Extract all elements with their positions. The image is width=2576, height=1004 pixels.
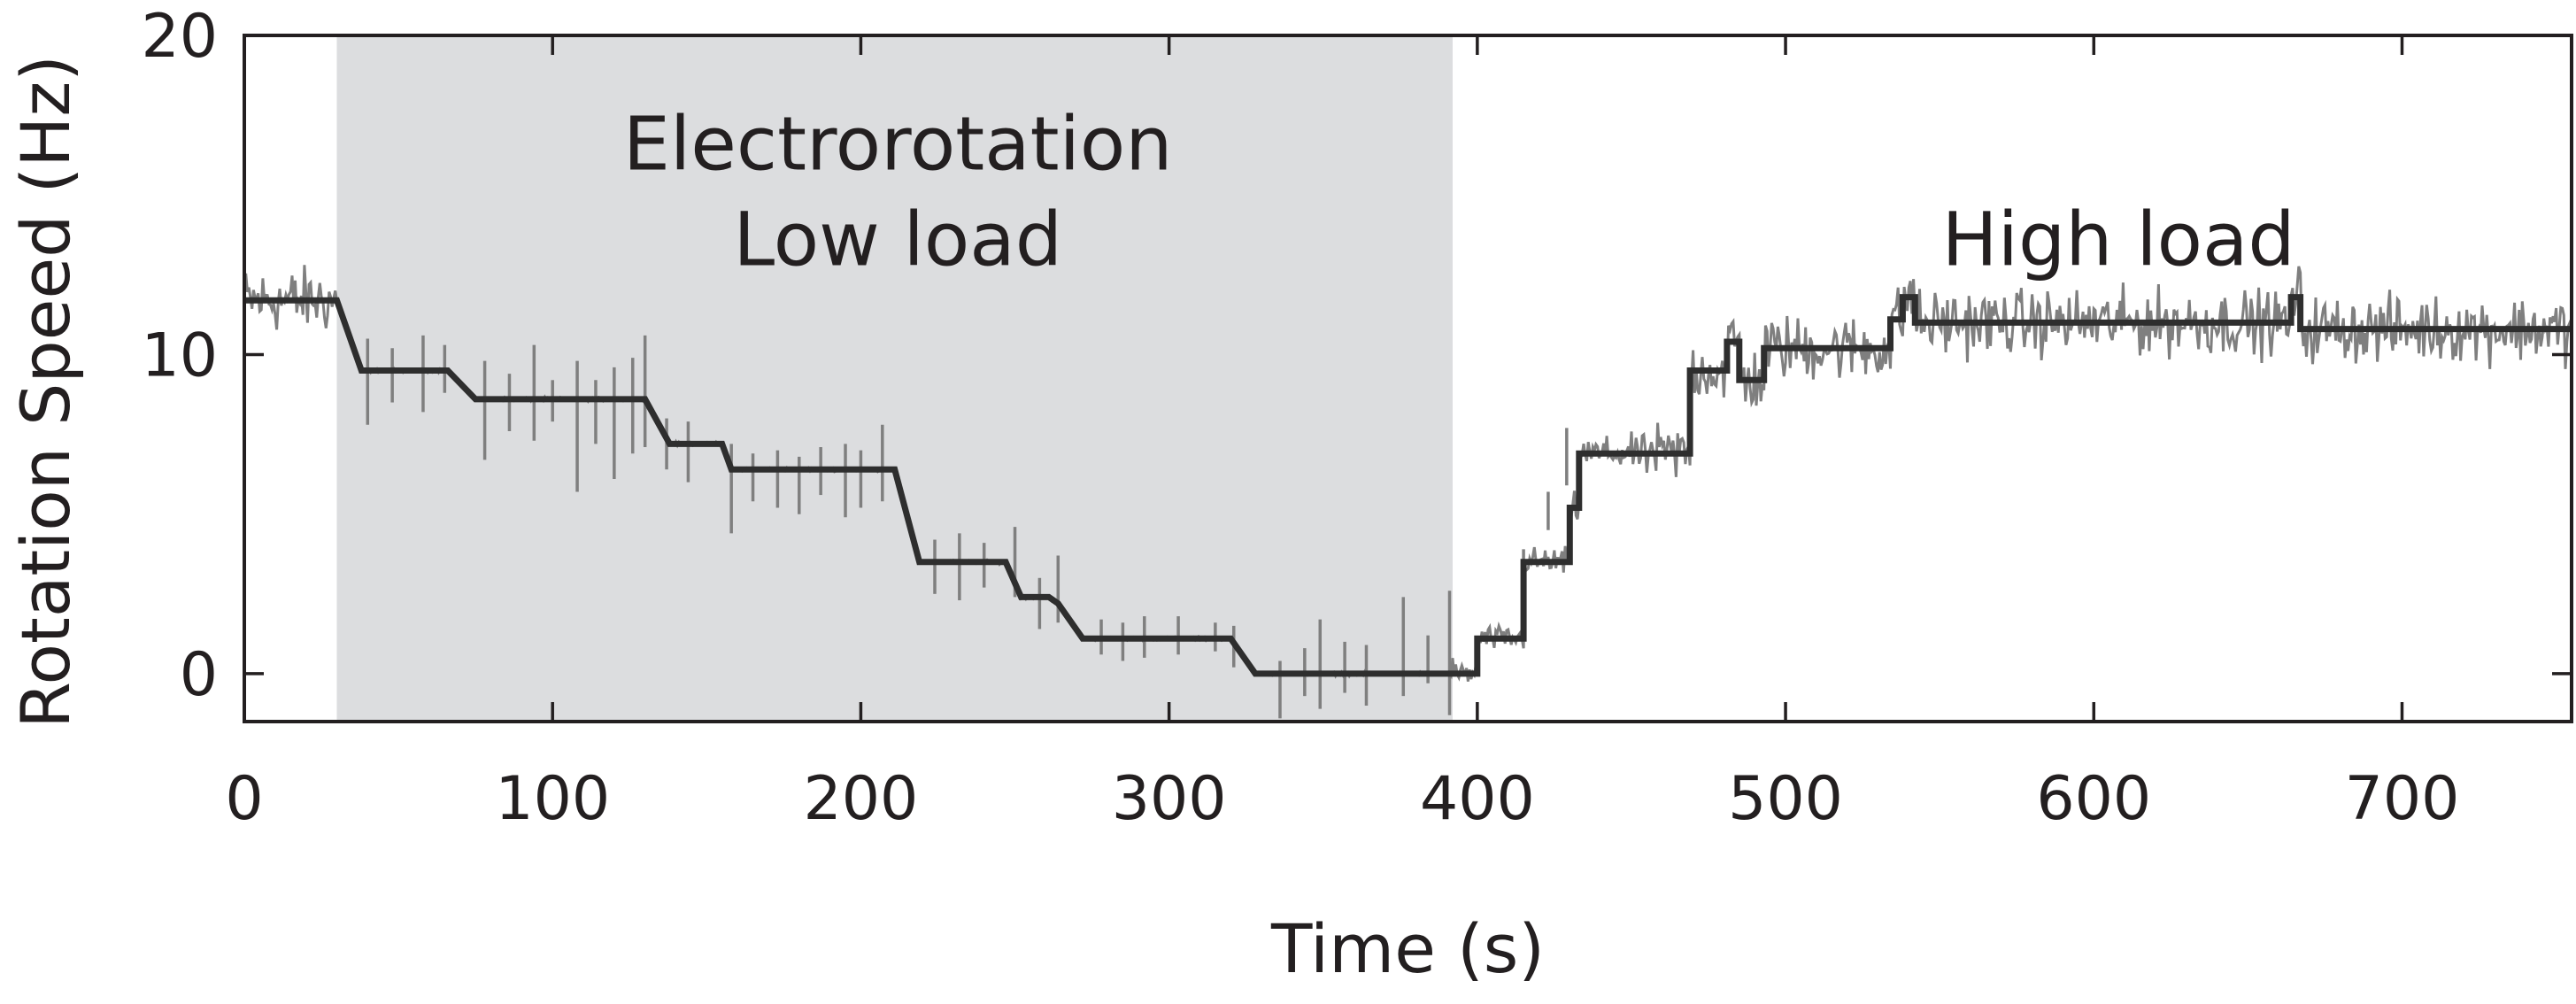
x-tick-label-700: 700 [2345, 764, 2460, 834]
annotation-low-load: Low load [733, 197, 1062, 283]
step-fit-line [244, 294, 2572, 677]
x-tick-label-500: 500 [1728, 764, 1843, 834]
x-tick-label-300: 300 [1112, 764, 1227, 834]
annotation-high-load: High load [1941, 197, 2294, 283]
shaded-region-layer [336, 35, 1453, 722]
x-tick-label-400: 400 [1420, 764, 1535, 834]
axes-layer: 0 100 200 300 400 500 600 700 0 10 20 [141, 2, 2573, 834]
plot-frame [243, 34, 2573, 723]
y-tick-label-20: 20 [141, 2, 218, 72]
shaded-electrorotation-region [336, 35, 1453, 722]
x-tick-label-600: 600 [2036, 764, 2151, 834]
text-layer: Electrorotation Low load High load Time … [6, 55, 2295, 988]
y-tick-label-10: 10 [141, 321, 218, 390]
step-fit-layer [244, 294, 2572, 677]
x-axis-title: Time (s) [1270, 909, 1545, 988]
x-tick-label-100: 100 [495, 764, 610, 834]
annotation-electrorotation: Electrorotation [623, 100, 1173, 187]
y-axis-title: Rotation Speed (Hz) [6, 55, 85, 729]
x-tick-label-0: 0 [225, 764, 263, 834]
x-tick-label-200: 200 [804, 764, 919, 834]
y-tick-label-0: 0 [180, 640, 218, 710]
